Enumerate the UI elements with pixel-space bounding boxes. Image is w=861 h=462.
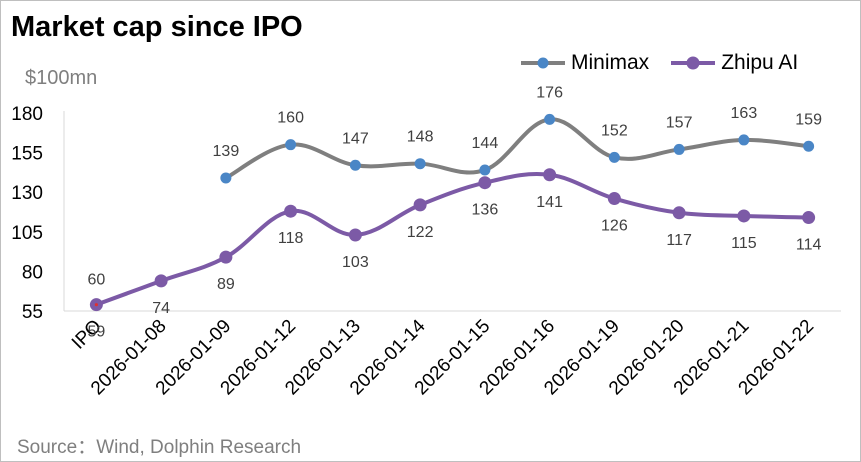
data-label-minimax-8: 152: [601, 122, 628, 139]
y-tick-label-0: 55: [22, 302, 43, 323]
marker-minimax-5: [414, 158, 426, 170]
y-tick-label-3: 130: [11, 183, 43, 204]
data-label-zhipu-3: 118: [278, 230, 304, 247]
y-tick-label-2: 105: [11, 223, 43, 244]
chart-title: Market cap since IPO: [11, 11, 303, 43]
legend-item-zhipu: Zhipu AI: [671, 51, 798, 75]
legend: Minimax Zhipu AI: [521, 51, 820, 75]
series-line-minimax: [224, 117, 809, 180]
data-label-zhipu-1: 74: [152, 300, 170, 317]
data-label-zhipu-10: 115: [731, 235, 757, 252]
marker-minimax-7: [544, 113, 556, 125]
data-label-minimax-5: 148: [407, 129, 434, 146]
marker-zhipu-10: [737, 209, 751, 223]
data-label-minimax-9: 157: [666, 114, 693, 131]
marker-zhipu-7: [543, 168, 557, 182]
marker-zhipu-1: [154, 274, 168, 288]
marker-zhipu-2: [219, 250, 233, 264]
marker-minimax-11: [803, 140, 815, 152]
marker-minimax-2: [220, 172, 232, 184]
marker-zhipu-9: [672, 206, 686, 220]
data-label-minimax-3: 160: [277, 110, 304, 127]
data-label-zhipu-2: 89: [217, 276, 235, 293]
marker-minimax-9: [673, 143, 685, 155]
marker-minimax-10: [738, 134, 750, 146]
legend-label-zhipu: Zhipu AI: [721, 51, 799, 74]
data-label-minimax-11: 159: [795, 111, 822, 128]
y-tick-label-1: 80: [22, 262, 43, 283]
data-label-minimax-10: 163: [731, 105, 758, 122]
y-tick-label-5: 180: [11, 104, 43, 125]
y-tick-label-4: 155: [11, 144, 43, 165]
marker-zhipu-11: [802, 211, 816, 225]
annotation-0: 60: [87, 272, 105, 289]
data-label-minimax-6: 144: [472, 135, 499, 152]
data-label-minimax-4: 147: [342, 130, 369, 147]
legend-item-minimax: Minimax: [521, 51, 649, 75]
series-line-zhipu: [95, 172, 809, 307]
data-label-minimax-2: 139: [213, 143, 240, 160]
marker-zhipu-5: [413, 198, 427, 212]
y-unit-label: $100mn: [25, 67, 98, 89]
data-label-zhipu-8: 126: [601, 218, 628, 235]
data-label-zhipu-11: 114: [796, 237, 822, 254]
marker-minimax-3: [285, 139, 297, 151]
data-label-zhipu-4: 103: [342, 254, 369, 271]
marker-zhipu-8: [607, 192, 621, 206]
data-label-zhipu-0: 59: [87, 324, 105, 341]
marker-zhipu-6: [478, 176, 492, 190]
data-label-zhipu-9: 117: [666, 232, 692, 249]
data-label-zhipu-7: 141: [536, 194, 563, 211]
marker-zhipu-3: [284, 204, 298, 218]
marker-ipo-center-dot: [94, 303, 98, 307]
data-label-zhipu-5: 122: [407, 224, 434, 241]
data-label-zhipu-6: 136: [472, 202, 499, 219]
marker-minimax-6: [479, 164, 491, 176]
source-note: Source：Wind, Dolphin Research: [17, 437, 302, 458]
marker-zhipu-4: [348, 228, 362, 242]
legend-swatch-minimax: [521, 57, 565, 69]
marker-minimax-4: [349, 159, 361, 171]
data-label-minimax-7: 176: [536, 84, 563, 101]
legend-swatch-zhipu: [671, 56, 716, 70]
legend-label-minimax: Minimax: [571, 51, 650, 74]
marker-minimax-8: [608, 151, 620, 163]
